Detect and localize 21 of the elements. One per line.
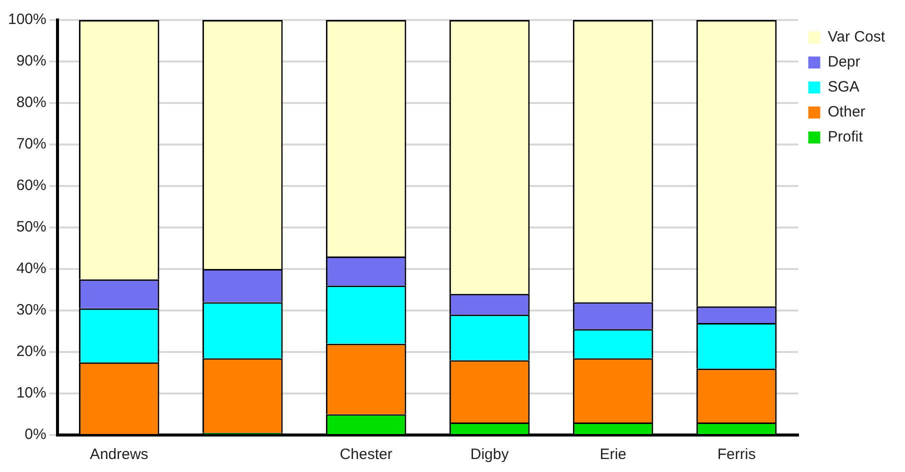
y-tick-label: 20% (16, 343, 46, 360)
y-tick-label: 10% (16, 384, 46, 402)
x-tick-label: Andrews (90, 446, 148, 464)
x-tick-label: Erie (600, 446, 626, 464)
legend-label: Var Cost (828, 28, 886, 46)
legend-label: Profit (828, 128, 864, 146)
y-tick-label: 30% (16, 302, 46, 319)
x-tick-label: Chester (340, 446, 392, 464)
y-tick-label: 40% (16, 260, 46, 278)
y-tick-label: 70% (16, 136, 46, 153)
y-tick-label: 0% (24, 426, 46, 444)
legend-label: SGA (828, 78, 860, 96)
legend-label: Depr (828, 54, 860, 71)
y-tick-label: 60% (16, 177, 46, 194)
y-tick-label: 80% (16, 94, 46, 112)
y-tick-label: 50% (16, 218, 46, 236)
y-tick-label: 90% (16, 52, 46, 70)
x-tick-label: Ferris (717, 446, 756, 464)
legend-label: Other (828, 104, 866, 121)
x-tick-label: Digby (470, 446, 510, 464)
y-tick-label: 100% (8, 11, 46, 28)
